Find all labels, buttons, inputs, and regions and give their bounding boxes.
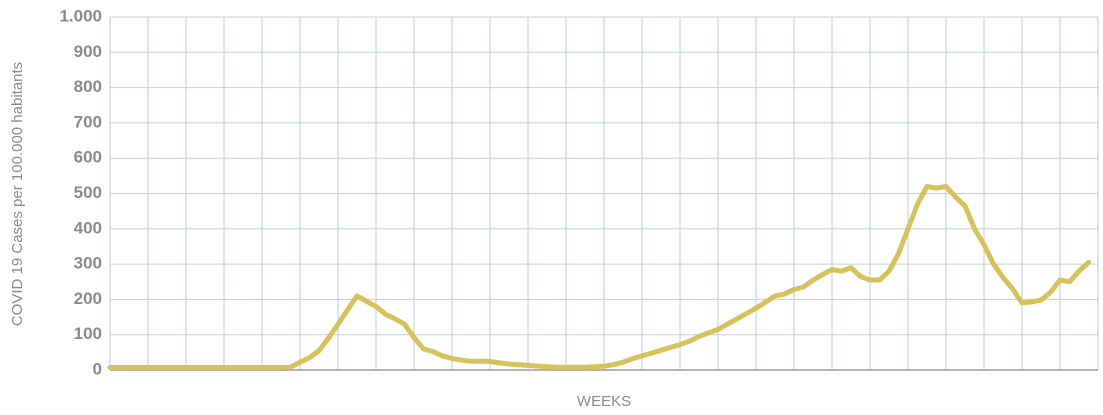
y-tick-label: 700 — [74, 112, 102, 131]
x-axis-title: WEEKS — [577, 393, 631, 410]
y-tick-label: 500 — [74, 183, 102, 202]
y-tick-label: 300 — [74, 254, 102, 273]
y-tick-label: 0 — [93, 359, 102, 378]
data-line — [107, 183, 1091, 370]
y-tick-label: 900 — [74, 42, 102, 61]
y-tick-label: 1.000 — [59, 6, 102, 25]
y-tick-label: 600 — [74, 148, 102, 167]
y-tick-label: 800 — [74, 77, 102, 96]
y-axis-title: COVID 19 Cases per 100.000 habitants — [9, 62, 26, 326]
y-tick-label: 200 — [74, 289, 102, 308]
y-tick-label: 100 — [74, 324, 102, 343]
y-tick-label: 400 — [74, 218, 102, 237]
